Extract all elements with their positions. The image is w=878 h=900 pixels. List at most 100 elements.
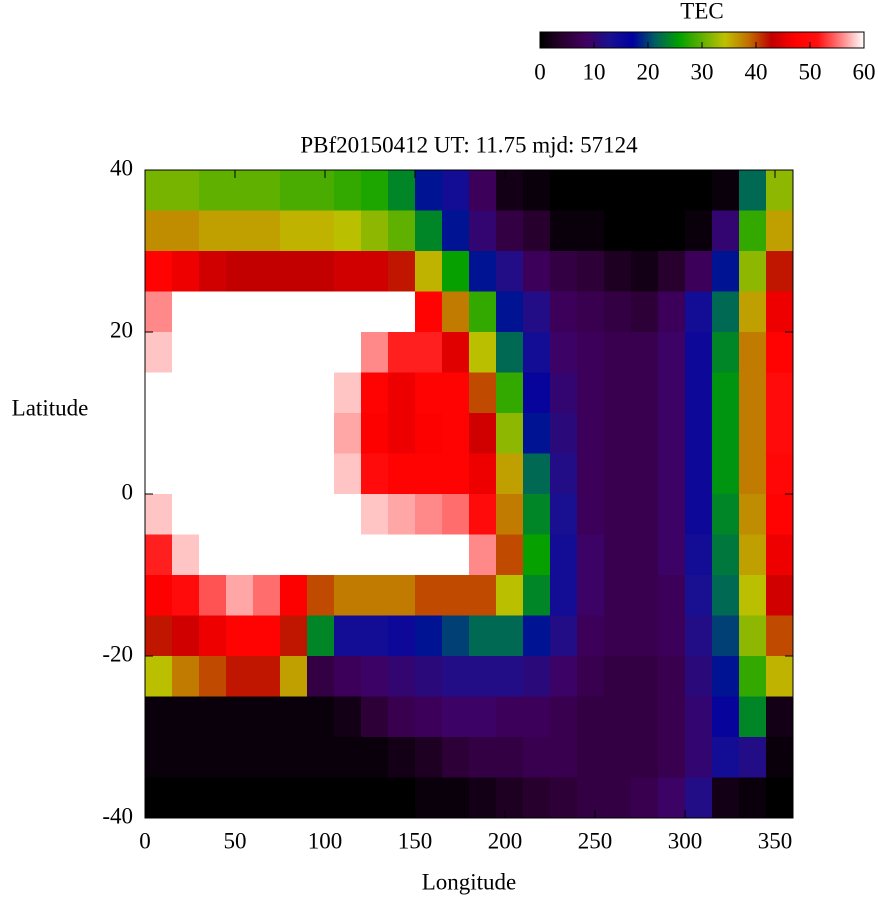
heat-cell [388,534,416,576]
heat-cell [658,575,686,616]
heat-cell [442,696,470,738]
heat-cell [172,372,200,414]
y-axis-label: Latitude [12,395,89,420]
heat-cell [658,696,686,738]
heat-cell [334,696,362,738]
colorbar-tick-label: 60 [853,59,876,84]
heat-cell [469,656,497,697]
heat-cell [226,413,254,454]
heat-cell [550,413,578,454]
heat-cell [442,534,470,576]
heat-cell [442,737,470,778]
heat-cell [415,737,443,778]
heat-cell [469,251,497,292]
heat-cell [631,170,659,211]
heat-cell [685,777,713,819]
heat-cell [766,737,794,778]
heat-cell [415,251,443,292]
heat-cell [550,737,578,778]
heat-cell [523,737,551,778]
heat-cell [442,332,470,373]
x-tick-label: 100 [308,828,343,853]
heat-cell [334,534,362,576]
heat-cell [442,372,470,414]
heat-cell [334,251,362,292]
heat-cell [631,453,659,495]
heat-cell [361,696,389,738]
colorbar-tick-label: 10 [583,59,606,84]
heat-cell [361,170,389,211]
heat-cell [631,696,659,738]
heat-cell [307,453,335,495]
heat-cell [307,251,335,292]
heat-cell [496,777,524,819]
heat-cell [253,656,281,697]
heat-cell [145,575,173,616]
heat-cell [388,777,416,819]
heat-cell [712,777,740,819]
heat-cell [145,494,173,535]
heat-cell [307,332,335,373]
heat-cell [280,210,308,252]
heat-cell [145,696,173,738]
colorbar-tick-label: 0 [534,59,546,84]
heat-cell [604,372,632,414]
heat-cell [604,615,632,657]
y-tick-label: 20 [110,317,133,342]
heat-cell [712,494,740,535]
heat-cell [631,615,659,657]
heat-cell [388,291,416,333]
heat-cell [199,413,227,454]
heat-cell [280,737,308,778]
heat-cell [577,413,605,454]
heat-cell [145,615,173,657]
heat-cell [523,656,551,697]
heat-cell [307,413,335,454]
heat-cell [361,615,389,657]
heat-cell [199,534,227,576]
heat-cell [280,615,308,657]
heat-cell [766,494,794,535]
heat-cell [334,575,362,616]
heat-cell [496,210,524,252]
heat-cell [523,210,551,252]
heat-cell [226,251,254,292]
heat-cell [145,737,173,778]
heat-cell [739,210,767,252]
heat-cell [739,615,767,657]
heat-cell [226,291,254,333]
heat-cell [199,737,227,778]
heat-cell [415,372,443,414]
heat-cell [658,737,686,778]
heat-cell [172,170,200,211]
heat-cell [199,291,227,333]
y-tick-label: -40 [102,803,133,828]
heat-cell [172,737,200,778]
heat-cell [469,413,497,454]
heat-cell [253,615,281,657]
heat-cell [361,372,389,414]
heat-cell [334,453,362,495]
heat-cell [442,575,470,616]
heat-cell [226,170,254,211]
heat-cell [199,170,227,211]
heat-cell [226,696,254,738]
heat-cell [172,494,200,535]
heat-cell [172,575,200,616]
colorbar-tick-label: 30 [691,59,714,84]
heat-cell [280,291,308,333]
heat-cell [658,372,686,414]
heat-cell [685,251,713,292]
heat-cell [712,251,740,292]
heat-cell [388,332,416,373]
heat-cell [658,210,686,252]
heat-cell [523,453,551,495]
heat-cell [658,251,686,292]
heat-cell [469,494,497,535]
heat-cell [739,656,767,697]
heat-cell [253,534,281,576]
heat-cell [226,210,254,252]
heat-cell [577,372,605,414]
heat-cell [253,332,281,373]
